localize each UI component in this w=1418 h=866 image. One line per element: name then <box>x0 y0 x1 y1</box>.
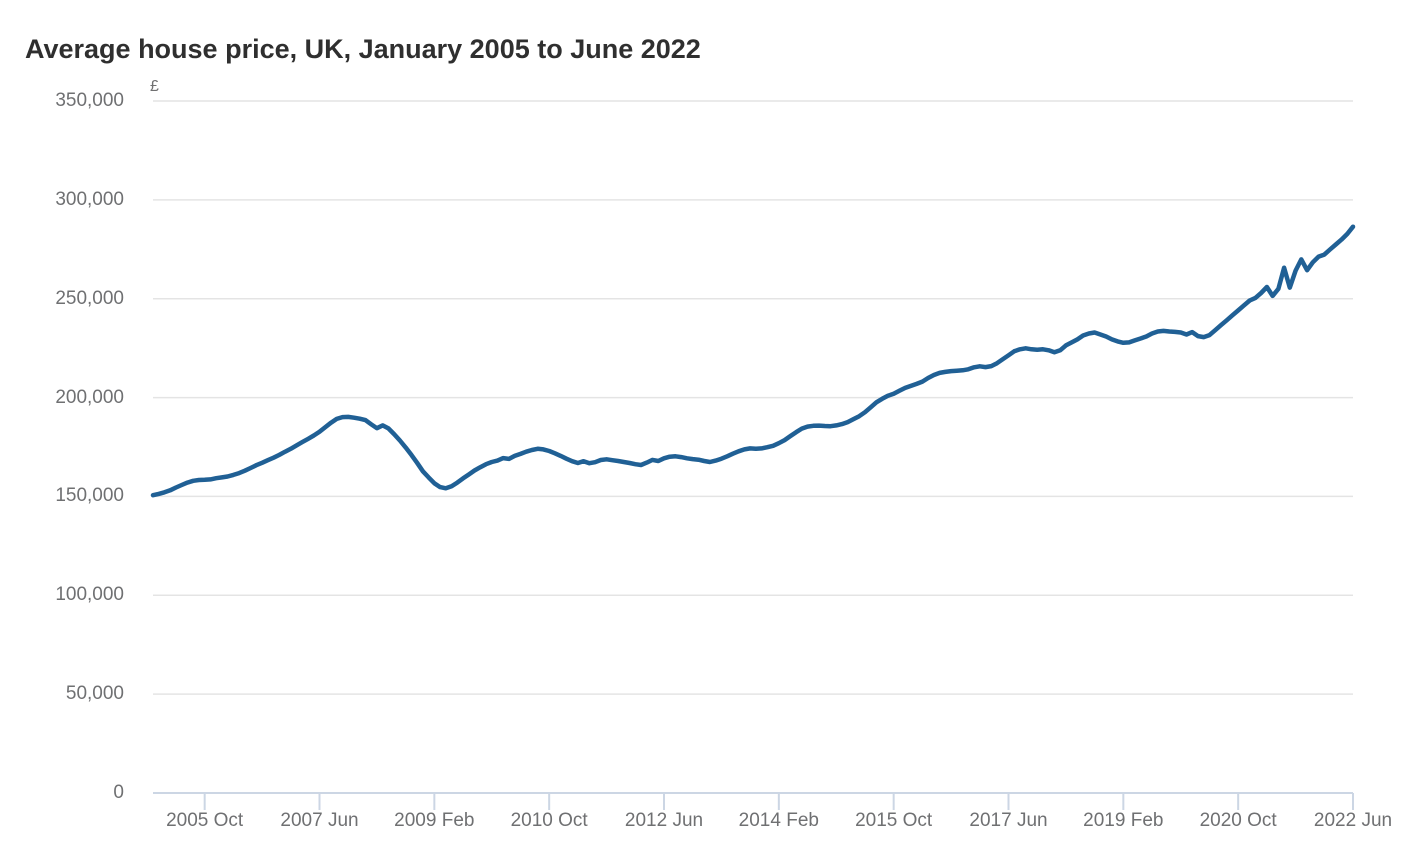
y-tick-label: 150,000 <box>55 485 124 507</box>
x-tick-label: 2005 Oct <box>166 810 244 831</box>
house-price-line <box>150 224 1356 498</box>
x-tick-label: 2012 Jun <box>624 810 704 831</box>
y-tick-label: 0 <box>113 782 124 803</box>
x-tick-label: 2007 Jun <box>280 810 359 831</box>
y-tick-label: 100,000 <box>55 584 124 606</box>
y-axis-unit-label: £ <box>150 78 159 95</box>
y-tick-label: 300,000 <box>55 188 124 210</box>
x-tick-label: 2009 Feb <box>394 810 475 831</box>
x-tick-label: 2014 Feb <box>738 810 819 831</box>
y-tick-label: 50,000 <box>65 683 124 705</box>
x-tick-label: 2015 Oct <box>855 810 933 831</box>
y-tick-label: 350,000 <box>55 90 124 111</box>
x-tick-label: 2010 Oct <box>510 810 588 831</box>
x-tick-label: 2020 Oct <box>1199 810 1277 831</box>
y-tick-label: 250,000 <box>55 287 124 309</box>
x-tick-label: 2019 Feb <box>1083 810 1164 831</box>
x-tick-label: 2017 Jun <box>969 810 1048 831</box>
y-tick-label: 200,000 <box>55 386 124 408</box>
x-tick-label: 2022 Jun <box>1313 810 1393 831</box>
chart-title: Average house price, UK, January 2005 to… <box>25 34 701 65</box>
